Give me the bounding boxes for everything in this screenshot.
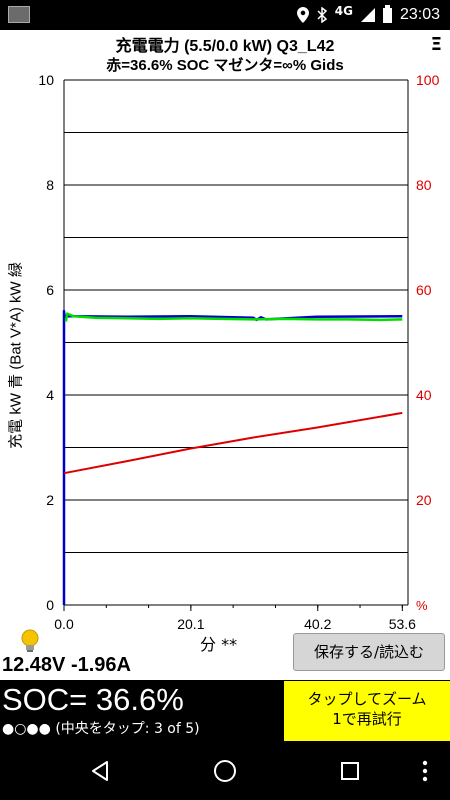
clock: 23:03 — [399, 6, 440, 23]
app-notification-icon — [8, 6, 30, 23]
y-left-tick-label: 6 — [46, 282, 54, 298]
y-right-tick-label: 20 — [416, 492, 432, 508]
tap-zoom-button[interactable]: タップしてズーム 1で再試行 — [284, 681, 450, 741]
soc-readout: SOC= 36.6% — [2, 682, 184, 717]
y-left-tick-label: 2 — [46, 492, 54, 508]
home-icon[interactable] — [197, 742, 253, 800]
x-axis-label: 分 ** — [200, 635, 238, 654]
x-tick-label: 53.6 — [389, 616, 416, 630]
chart[interactable]: 0 2 4 6 8 10 20 40 60 80 100% 0.0 20.1 40.2 53.6 — [0, 70, 450, 630]
series-line — [62, 309, 403, 605]
y-left-tick-label: 4 — [46, 387, 54, 403]
recents-icon[interactable] — [322, 742, 378, 800]
y-right-unit-label: % — [416, 598, 428, 613]
back-icon[interactable] — [72, 742, 128, 800]
page-indicator-text: (中央をタップ: 3 of 5) — [50, 721, 200, 737]
grid-lines — [64, 79, 408, 553]
network-type: 4G — [334, 4, 353, 18]
battery-icon — [382, 4, 392, 23]
chart-series — [62, 309, 403, 605]
zoom-line-2: 1で再試行 — [332, 710, 402, 728]
signal-icon — [360, 8, 375, 22]
y-left-tick-label: 10 — [38, 72, 54, 88]
navigation-bar — [0, 742, 450, 800]
overflow-menu-icon[interactable]: Ξ — [430, 34, 442, 55]
series-line — [64, 312, 403, 322]
lightbulb-icon[interactable] — [18, 628, 42, 654]
tick-labels: 0 2 4 6 8 10 20 40 60 80 100% 0.0 20.1 40.2 53.6 — [38, 72, 439, 630]
y-right-tick-label: 80 — [416, 177, 432, 193]
y-right-tick-label: 40 — [416, 387, 432, 403]
page-indicator[interactable]: ●○●● (中央をタップ: 3 of 5) — [2, 718, 200, 738]
chart-axes — [63, 80, 409, 611]
save-load-button[interactable]: 保存する/読込む — [293, 633, 445, 671]
y-left-tick-label: 8 — [46, 177, 54, 193]
chart-subtitle: 赤=36.6% SOC マゼンタ=∞% Gids — [106, 57, 344, 74]
y-right-tick-label: 60 — [416, 282, 432, 298]
y-right-tick-label: 100 — [416, 72, 440, 88]
x-tick-label: 20.1 — [177, 616, 204, 630]
chart-title: 充電電力 (5.5/0.0 kW) Q3_L42 — [115, 38, 335, 55]
page-dots: ●○●● — [2, 721, 51, 737]
status-bar: 4G 23:03 — [0, 0, 450, 30]
voltage-current-readout: 12.48V -1.96A — [2, 654, 131, 676]
y-left-tick-label: 0 — [46, 597, 54, 613]
series-line — [63, 411, 403, 475]
x-tick-label: 0.0 — [54, 616, 74, 630]
overflow-dots-icon[interactable] — [410, 742, 440, 800]
x-tick-label: 40.2 — [304, 616, 331, 630]
status-icons: 4G 23:03 — [296, 0, 440, 30]
zoom-line-1: タップしてズーム — [307, 690, 427, 708]
bluetooth-icon — [317, 7, 327, 23]
location-icon — [296, 7, 309, 23]
